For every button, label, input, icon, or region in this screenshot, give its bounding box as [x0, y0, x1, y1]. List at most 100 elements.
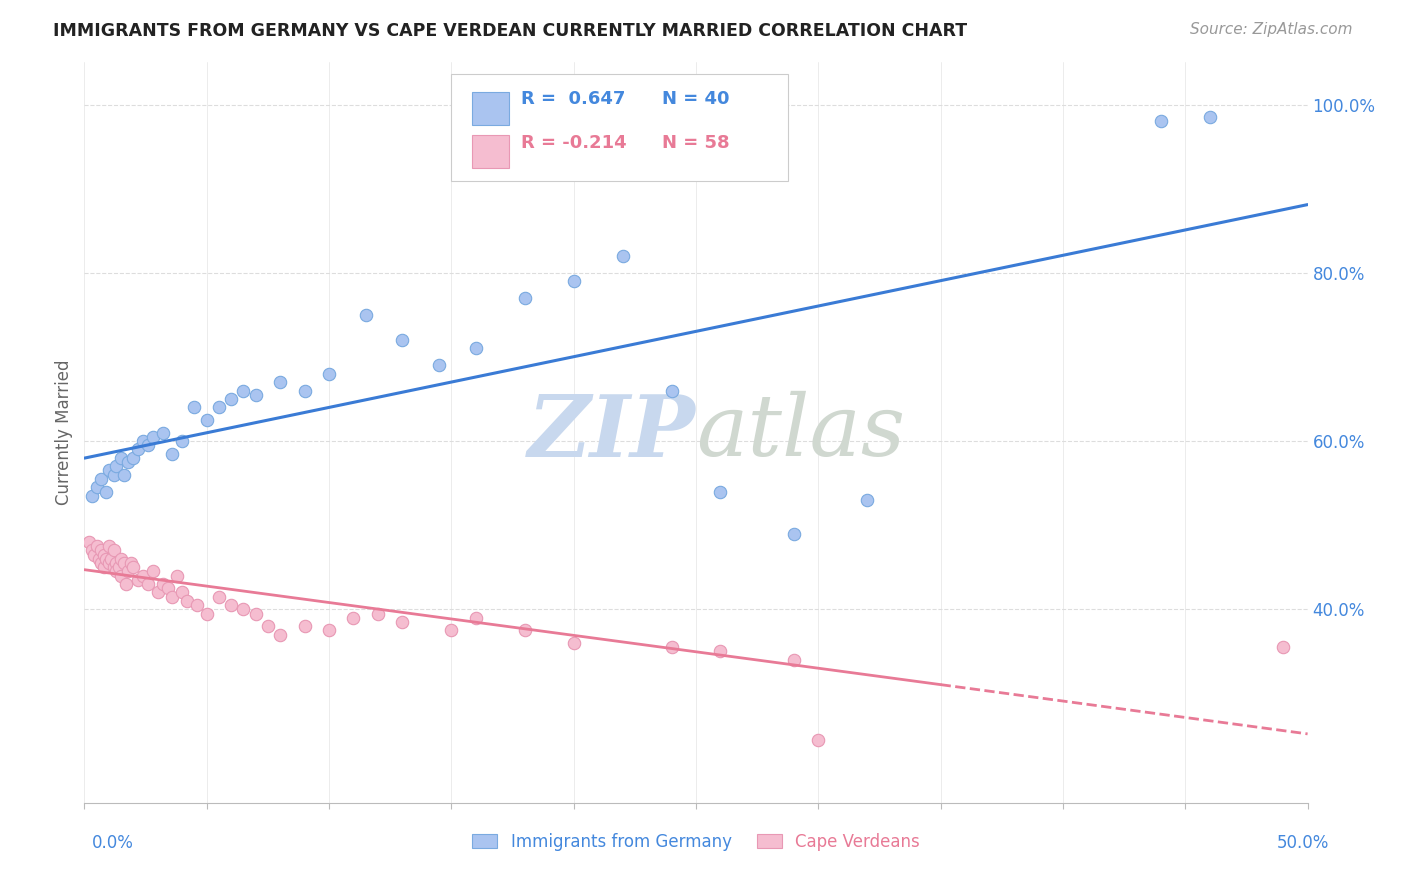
Point: [783, 653, 806, 667]
Point: [172, 434, 194, 448]
Point: [391, 615, 413, 629]
Point: [783, 526, 806, 541]
Point: [142, 565, 165, 579]
Point: [105, 459, 128, 474]
Bar: [472, 92, 509, 126]
Point: [440, 624, 463, 638]
Point: [107, 560, 129, 574]
Text: atlas: atlas: [696, 392, 905, 474]
Point: [110, 450, 132, 465]
Point: [232, 384, 254, 398]
Point: [464, 342, 486, 356]
Point: [112, 467, 135, 482]
Point: [807, 732, 830, 747]
Point: [219, 598, 242, 612]
Point: [513, 624, 536, 638]
Point: [112, 556, 135, 570]
Text: Source: ZipAtlas.com: Source: ZipAtlas.com: [1189, 22, 1353, 37]
Point: [90, 472, 112, 486]
Point: [97, 556, 120, 570]
Point: [219, 392, 242, 406]
Point: [97, 463, 120, 477]
Point: [87, 551, 110, 566]
Text: N = 40: N = 40: [662, 90, 730, 108]
FancyBboxPatch shape: [451, 73, 787, 181]
Y-axis label: Currently Married: Currently Married: [55, 359, 73, 506]
Point: [105, 556, 128, 570]
Text: 0.0%: 0.0%: [91, 834, 134, 852]
Point: [208, 590, 231, 604]
Point: [142, 430, 165, 444]
Point: [464, 610, 486, 624]
Point: [318, 367, 340, 381]
Point: [172, 585, 194, 599]
Point: [86, 539, 108, 553]
Point: [367, 607, 389, 621]
Point: [97, 539, 120, 553]
Point: [93, 548, 115, 562]
Point: [152, 577, 174, 591]
Text: R =  0.647: R = 0.647: [522, 90, 626, 108]
Point: [195, 607, 218, 621]
Point: [100, 551, 122, 566]
Point: [86, 480, 108, 494]
Point: [117, 565, 139, 579]
Point: [120, 556, 142, 570]
Point: [152, 425, 174, 440]
Point: [195, 413, 218, 427]
Point: [562, 274, 585, 288]
Point: [132, 434, 155, 448]
Point: [103, 543, 125, 558]
Point: [110, 568, 132, 582]
Point: [427, 359, 450, 373]
Point: [132, 568, 155, 582]
Point: [122, 560, 145, 574]
Point: [354, 308, 377, 322]
Point: [136, 577, 159, 591]
Point: [146, 585, 169, 599]
Point: [391, 333, 413, 347]
Point: [105, 565, 128, 579]
Text: IMMIGRANTS FROM GERMANY VS CAPE VERDEAN CURRENTLY MARRIED CORRELATION CHART: IMMIGRANTS FROM GERMANY VS CAPE VERDEAN …: [53, 22, 967, 40]
Point: [136, 438, 159, 452]
Point: [96, 551, 118, 566]
Point: [245, 607, 267, 621]
Point: [80, 489, 103, 503]
Point: [117, 455, 139, 469]
Point: [269, 375, 291, 389]
Point: [93, 560, 115, 574]
Point: [166, 568, 188, 582]
Point: [709, 484, 731, 499]
Point: [83, 548, 105, 562]
Point: [80, 543, 103, 558]
Point: [856, 492, 879, 507]
Point: [122, 450, 145, 465]
Point: [1150, 114, 1173, 128]
Point: [232, 602, 254, 616]
Bar: [472, 135, 509, 169]
Point: [176, 594, 198, 608]
Point: [294, 619, 316, 633]
Point: [77, 535, 100, 549]
Point: [318, 624, 340, 638]
Point: [562, 636, 585, 650]
Point: [127, 573, 149, 587]
Text: R = -0.214: R = -0.214: [522, 135, 627, 153]
Text: N = 58: N = 58: [662, 135, 730, 153]
Point: [103, 560, 125, 574]
Point: [245, 388, 267, 402]
Point: [612, 249, 634, 263]
Point: [115, 577, 138, 591]
Point: [513, 291, 536, 305]
Point: [1198, 110, 1220, 124]
Point: [186, 598, 208, 612]
Legend: Immigrants from Germany, Cape Verdeans: Immigrants from Germany, Cape Verdeans: [465, 826, 927, 857]
Text: ZIP: ZIP: [529, 391, 696, 475]
Point: [110, 551, 132, 566]
Point: [103, 467, 125, 482]
Point: [90, 556, 112, 570]
Point: [257, 619, 280, 633]
Point: [90, 543, 112, 558]
Point: [709, 644, 731, 658]
Point: [269, 627, 291, 641]
